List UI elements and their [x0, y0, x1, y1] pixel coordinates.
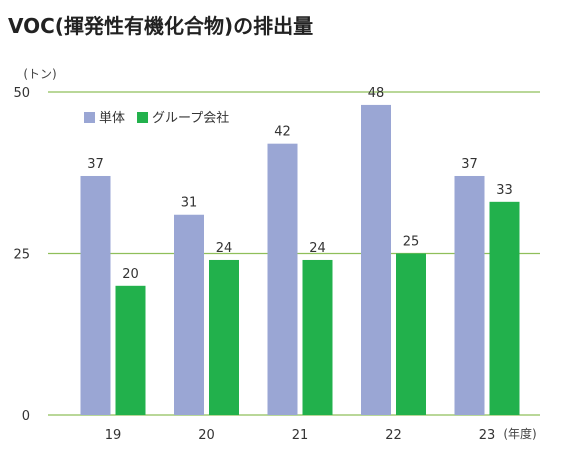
bars	[80, 104, 520, 416]
x-tick-label: 19	[105, 428, 122, 443]
y-tick-label: 25	[13, 248, 30, 263]
data-label: 33	[496, 183, 513, 198]
bar-single-20	[174, 214, 204, 415]
data-label: 20	[122, 267, 139, 282]
data-label: 31	[181, 196, 198, 211]
bar-group-23	[489, 201, 520, 415]
bar-single-23	[454, 175, 485, 415]
bar-group-22	[396, 253, 426, 415]
y-axis-unit-label: (トン)	[23, 67, 56, 81]
legend-label: グループ会社	[152, 110, 229, 126]
chart-title: VOC(揮発性有機化合物)の排出量	[8, 14, 314, 38]
legend-item-group: グループ会社	[137, 110, 229, 126]
bar-group-20	[209, 259, 239, 415]
data-label: 48	[368, 86, 385, 101]
legend-swatch	[137, 112, 149, 123]
bar-single-19	[80, 175, 111, 415]
legend-item-single: 単体	[84, 110, 125, 126]
y-tick-label: 0	[22, 409, 30, 424]
legend: 単体 グループ会社	[84, 110, 229, 126]
data-label: 25	[403, 235, 420, 250]
bar-group-21	[302, 259, 333, 415]
x-tick-label: 20	[198, 428, 215, 443]
data-labels: 37 20 31 24 42 24 48 25 37 33	[87, 86, 513, 282]
x-axis-unit-label: (年度)	[503, 426, 536, 441]
x-tick-label: 23	[479, 428, 496, 443]
legend-swatch	[84, 112, 95, 123]
bar-single-21	[267, 143, 298, 415]
y-axis-ticks: 0 25 50	[13, 86, 30, 424]
x-tick-label: 22	[385, 428, 402, 443]
data-label: 42	[274, 125, 291, 140]
x-axis-ticks: 19 20 21 22 23	[105, 428, 496, 443]
bar-group-19	[115, 285, 146, 415]
y-tick-label: 50	[13, 86, 30, 101]
data-label: 24	[309, 241, 326, 256]
bar-single-22	[361, 104, 391, 416]
legend-label: 単体	[99, 110, 125, 126]
data-label: 37	[461, 157, 478, 172]
x-tick-label: 21	[292, 428, 309, 443]
data-label: 37	[87, 157, 104, 172]
data-label: 24	[216, 241, 233, 256]
